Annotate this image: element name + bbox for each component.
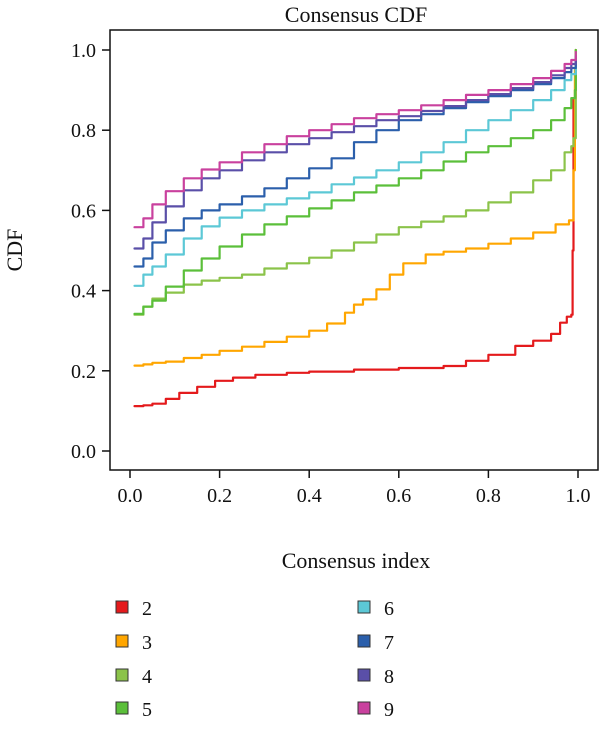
legend-label-8: 8 [384, 666, 394, 688]
y-tick-label: 0.0 [71, 441, 96, 463]
plot-area [133, 48, 577, 408]
series-line-3 [133, 48, 577, 367]
series-line-4 [133, 48, 577, 316]
legend-swatch-6 [357, 600, 371, 614]
legend-swatch-9 [357, 701, 371, 715]
chart-title: Consensus CDF [285, 2, 427, 27]
legend: 2 3 4 5 6 7 8 9 [115, 598, 394, 721]
series-line-8 [133, 54, 577, 250]
legend-label-6: 6 [384, 598, 394, 620]
x-axis-title: Consensus index [282, 548, 431, 573]
series-line-5 [133, 48, 577, 315]
x-tick-label: 0.4 [297, 485, 322, 507]
legend-swatch-8 [357, 668, 371, 682]
x-tick-label: 0.0 [118, 485, 143, 507]
legend-label-7: 7 [384, 632, 394, 654]
legend-label-4: 4 [142, 666, 152, 688]
legend-swatch-3 [115, 634, 129, 648]
legend-label-5: 5 [142, 699, 152, 721]
legend-label-3: 3 [142, 632, 152, 654]
legend-label-9: 9 [384, 699, 394, 721]
y-axis-title: CDF [2, 229, 27, 272]
legend-swatch-2 [115, 600, 129, 614]
axes: 0.0 0.2 0.4 0.6 0.8 1.0 0.0 0.2 0.4 0.6 0.8 1.0 [71, 29, 599, 507]
y-tick-label: 1.0 [71, 40, 96, 62]
y-tick-label: 0.8 [71, 120, 96, 142]
series-line-2 [133, 48, 577, 408]
legend-swatch-7 [357, 634, 371, 648]
legend-swatch-5 [115, 701, 129, 715]
x-tick-label: 0.8 [476, 485, 501, 507]
legend-swatch-4 [115, 668, 129, 682]
plot-frame [109, 29, 599, 471]
series-line-9 [133, 50, 577, 229]
x-tick-label: 0.2 [207, 485, 232, 507]
y-tick-label: 0.4 [71, 281, 96, 303]
y-tick-label: 0.2 [71, 361, 96, 383]
series-line-6 [133, 64, 577, 287]
y-tick-label: 0.6 [71, 200, 96, 222]
x-tick-label: 0.6 [386, 485, 411, 507]
x-tick-label: 1.0 [566, 485, 591, 507]
legend-label-2: 2 [142, 598, 152, 620]
